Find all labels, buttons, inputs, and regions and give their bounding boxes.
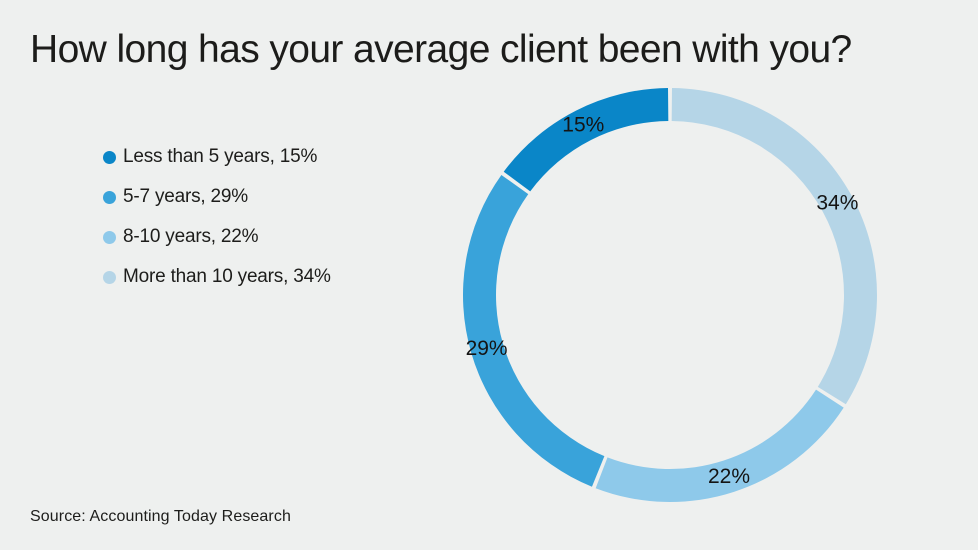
legend-dot-icon <box>103 230 116 244</box>
legend-item-less-than-5-years: Less than 5 years, 15% <box>103 137 331 177</box>
donut-segment <box>462 174 605 487</box>
chart-title: How long has your average client been wi… <box>30 28 852 71</box>
donut-data-label: 29% <box>466 337 508 360</box>
legend: Less than 5 years, 15% 5-7 years, 29% 8-… <box>103 137 331 297</box>
donut-data-label: 22% <box>708 465 750 488</box>
donut-data-label: 15% <box>562 113 604 136</box>
donut-segment <box>595 389 844 503</box>
donut-chart-svg: 34% 22% 29% 15% <box>462 88 877 503</box>
donut-segment <box>503 88 669 192</box>
legend-item-label: 8-10 years, 22% <box>123 226 259 247</box>
legend-dot-icon <box>103 190 116 204</box>
donut-chart: 34% 22% 29% 15% <box>450 75 890 515</box>
source-note: Source: Accounting Today Research <box>30 508 291 525</box>
legend-dot-icon <box>103 270 116 284</box>
legend-item-label: Less than 5 years, 15% <box>123 146 318 167</box>
legend-item-label: More than 10 years, 34% <box>123 266 331 287</box>
legend-item-8-10-years: 8-10 years, 22% <box>103 217 331 257</box>
legend-item-label: 5-7 years, 29% <box>123 186 248 207</box>
legend-item-more-than-10-years: More than 10 years, 34% <box>103 257 331 297</box>
donut-segment <box>671 88 877 405</box>
legend-dot-icon <box>103 150 116 164</box>
legend-item-5-7-years: 5-7 years, 29% <box>103 177 331 217</box>
donut-data-label: 34% <box>816 191 858 214</box>
